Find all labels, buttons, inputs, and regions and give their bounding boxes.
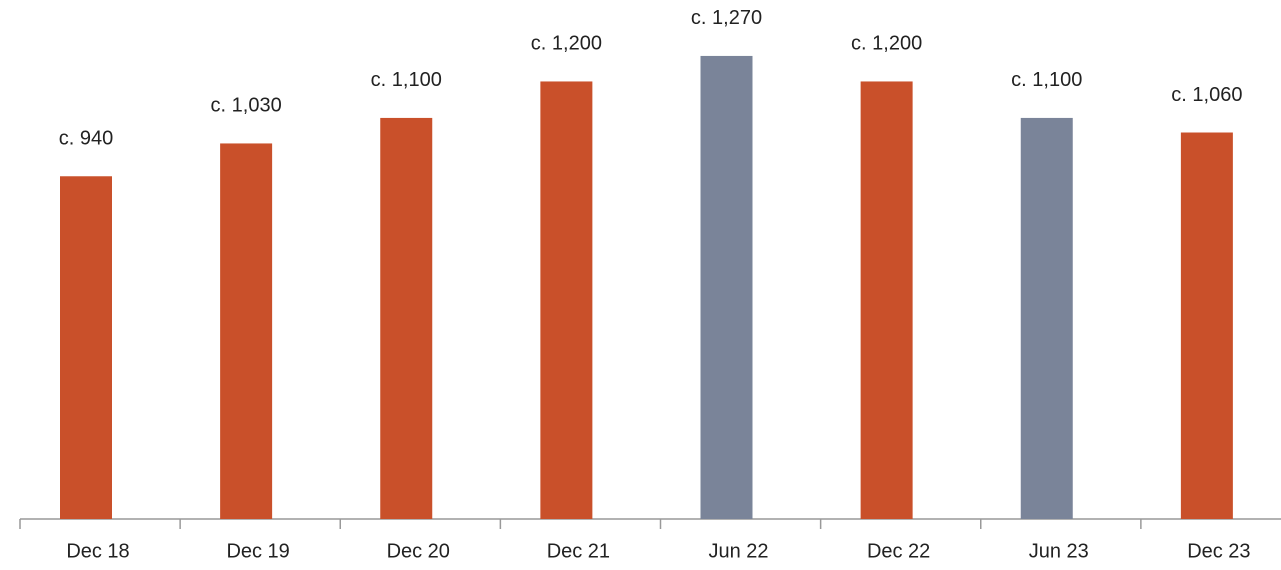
bar xyxy=(540,81,593,519)
bar xyxy=(1180,132,1233,519)
value-label: c. 1,060 xyxy=(1171,84,1242,106)
value-label: c. 1,100 xyxy=(371,69,442,91)
value-label: c. 1,270 xyxy=(691,7,762,29)
bar xyxy=(380,117,433,519)
value-label: c. 1,200 xyxy=(851,33,922,55)
bar xyxy=(860,81,913,519)
x-tick-label: Dec 23 xyxy=(1187,540,1250,562)
x-tick-label: Dec 18 xyxy=(66,540,129,562)
x-tick-label: Dec 22 xyxy=(867,540,930,562)
value-label: c. 940 xyxy=(59,128,113,150)
x-tick-label: Jun 22 xyxy=(708,540,768,562)
x-tick-label: Jun 23 xyxy=(1029,540,1089,562)
value-label: c. 1,200 xyxy=(531,33,602,55)
x-tick-label: Dec 20 xyxy=(387,540,450,562)
x-tick-label: Dec 19 xyxy=(226,540,289,562)
bar xyxy=(60,176,112,519)
x-tick-label: Dec 21 xyxy=(547,540,610,562)
bar xyxy=(220,143,273,519)
bar xyxy=(1020,117,1073,519)
value-label: c. 1,100 xyxy=(1011,69,1082,91)
bar xyxy=(700,55,753,519)
value-label: c. 1,030 xyxy=(211,95,282,117)
